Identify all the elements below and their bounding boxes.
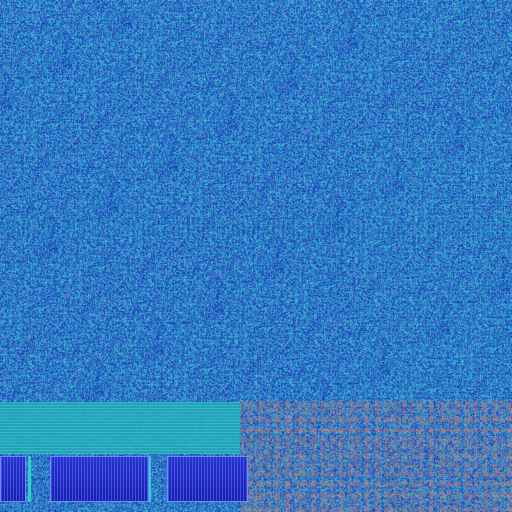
horizontal-artifact-band <box>0 220 512 238</box>
taskbar-button[interactable] <box>166 456 248 502</box>
taskbar-separator <box>28 456 31 502</box>
warm-noise-region <box>240 400 512 512</box>
taskbar-button[interactable] <box>49 456 149 502</box>
right-texture-panel <box>360 130 512 400</box>
start-button[interactable] <box>0 456 26 502</box>
taskbar-separator <box>148 456 151 502</box>
lower-cyan-strip <box>0 402 240 454</box>
taskbar <box>0 456 248 502</box>
